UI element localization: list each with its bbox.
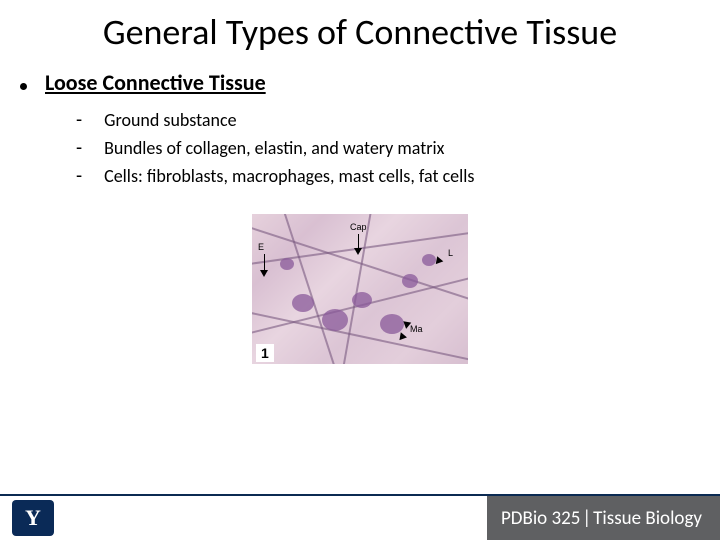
histology-micrograph: E Cap L Ma 1 <box>252 214 468 364</box>
arrow-icon <box>354 248 362 255</box>
course-label: PDBio 325|Tissue Biology <box>487 496 720 540</box>
course-name: Tissue Biology <box>593 507 702 530</box>
main-bullet: Loose Connective Tissue <box>20 69 700 96</box>
dash-icon: - <box>76 108 82 132</box>
course-code: PDBio 325 <box>501 507 580 530</box>
slide-footer: Y PDBio 325|Tissue Biology <box>0 494 720 540</box>
annotation-E: E <box>258 242 264 252</box>
annotation-L: L <box>448 248 453 258</box>
cell-blob <box>292 294 314 312</box>
sub-item-text: Ground substance <box>104 109 236 131</box>
dash-icon: - <box>76 136 82 160</box>
logo-container: Y <box>0 496 66 540</box>
bullet-icon <box>20 83 27 90</box>
sub-item-text: Cells: fibroblasts, macrophages, mast ce… <box>104 165 474 187</box>
dash-icon: - <box>76 164 82 188</box>
figure-caption: 1 <box>256 344 274 362</box>
sub-item-text: Bundles of collagen, elastin, and watery… <box>104 137 444 159</box>
list-item: - Ground substance <box>76 108 700 132</box>
fiber-line <box>340 214 373 364</box>
byu-logo-icon: Y <box>12 500 54 536</box>
cell-blob <box>280 258 294 270</box>
cell-blob <box>322 309 348 331</box>
list-item: - Cells: fibroblasts, macrophages, mast … <box>76 164 700 188</box>
footer-spacer <box>66 496 487 540</box>
slide-title: General Types of Connective Tissue <box>0 0 720 61</box>
annotation-Cap: Cap <box>350 222 367 232</box>
figure-container: E Cap L Ma 1 <box>20 214 700 364</box>
main-bullet-label: Loose Connective Tissue <box>45 69 266 96</box>
sub-bullet-list: - Ground substance - Bundles of collagen… <box>20 108 700 188</box>
arrow-icon <box>260 270 268 277</box>
cell-blob <box>402 274 418 288</box>
annotation-Ma: Ma <box>410 324 423 334</box>
arrow-icon <box>433 257 444 268</box>
fiber-line <box>281 214 335 364</box>
list-item: - Bundles of collagen, elastin, and wate… <box>76 136 700 160</box>
arrow-icon <box>397 331 407 340</box>
fiber-line <box>252 309 468 364</box>
pipe-separator: | <box>582 507 591 530</box>
cell-blob <box>352 292 372 308</box>
content-region: Loose Connective Tissue - Ground substan… <box>0 61 720 364</box>
